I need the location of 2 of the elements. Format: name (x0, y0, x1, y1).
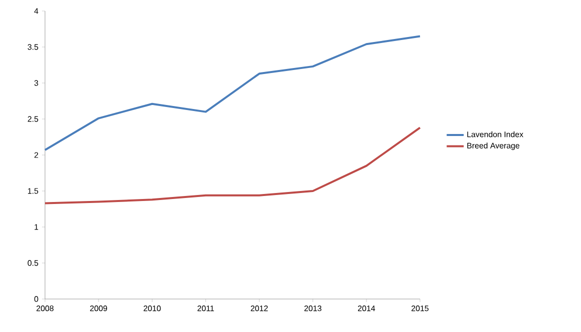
line-series (44, 126, 422, 204)
line-series (44, 35, 422, 151)
